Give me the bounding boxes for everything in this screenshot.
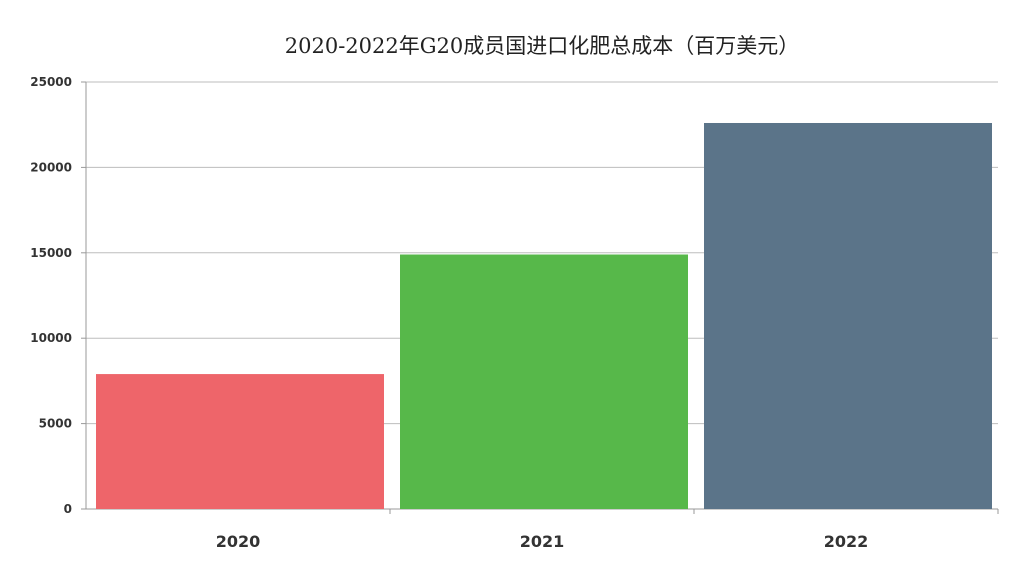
y-tick-label: 5000 bbox=[39, 417, 72, 431]
x-category-label: 2020 bbox=[216, 532, 261, 551]
bars bbox=[96, 122, 992, 509]
labels: 0 5000 10000 15000 20000 25000 2020 2021 2022 bbox=[30, 75, 868, 551]
bar-2020 bbox=[96, 374, 384, 509]
bar-2021 bbox=[400, 254, 688, 509]
y-tick-label: 15000 bbox=[30, 246, 72, 260]
y-tick-label: 25000 bbox=[30, 75, 72, 89]
y-tick-label: 0 bbox=[64, 502, 72, 516]
x-category-label: 2022 bbox=[824, 532, 869, 551]
bar-2022 bbox=[704, 122, 992, 509]
y-tick-label: 10000 bbox=[30, 331, 72, 345]
y-tick-label: 20000 bbox=[30, 160, 72, 174]
chart-title: 2020-2022年G20成员国进口化肥总成本（百万美元） bbox=[284, 34, 800, 58]
x-category-label: 2021 bbox=[520, 532, 565, 551]
